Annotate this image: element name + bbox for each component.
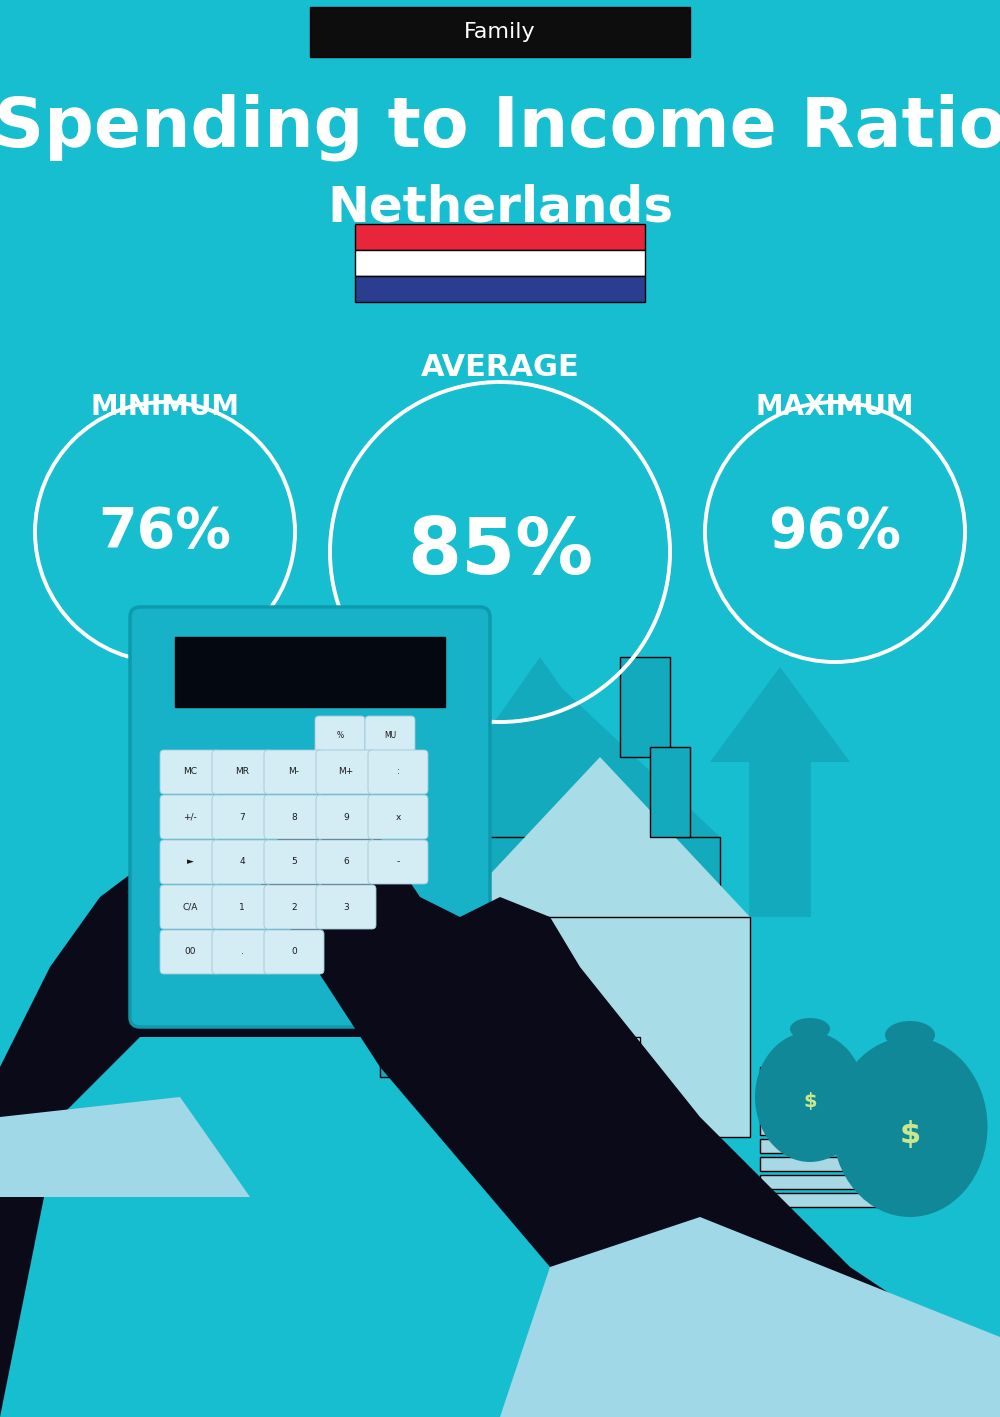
FancyBboxPatch shape — [175, 638, 445, 707]
FancyBboxPatch shape — [365, 716, 415, 754]
Text: x: x — [395, 812, 401, 822]
Text: 4: 4 — [239, 857, 245, 867]
Text: Netherlands: Netherlands — [327, 183, 673, 231]
Polygon shape — [460, 657, 620, 956]
Text: Family: Family — [464, 23, 536, 43]
Text: 0: 0 — [291, 948, 297, 956]
Text: 00: 00 — [184, 948, 196, 956]
FancyBboxPatch shape — [316, 750, 376, 794]
FancyBboxPatch shape — [760, 1139, 910, 1153]
FancyBboxPatch shape — [264, 840, 324, 884]
Text: 9: 9 — [343, 812, 349, 822]
Text: MU: MU — [384, 731, 396, 740]
FancyBboxPatch shape — [160, 886, 220, 930]
Text: M-: M- — [288, 768, 300, 777]
FancyBboxPatch shape — [264, 930, 324, 973]
Text: +/-: +/- — [183, 812, 197, 822]
FancyBboxPatch shape — [355, 224, 645, 249]
Text: .: . — [241, 948, 243, 956]
Polygon shape — [380, 677, 720, 837]
FancyBboxPatch shape — [310, 7, 690, 57]
FancyBboxPatch shape — [212, 930, 272, 973]
FancyBboxPatch shape — [264, 886, 324, 930]
Polygon shape — [0, 1097, 250, 1197]
Text: :: : — [397, 768, 399, 777]
FancyBboxPatch shape — [316, 840, 376, 884]
FancyBboxPatch shape — [760, 1121, 910, 1135]
Polygon shape — [250, 677, 390, 897]
Ellipse shape — [885, 1022, 935, 1049]
Text: $: $ — [899, 1121, 921, 1149]
Text: 8: 8 — [291, 812, 297, 822]
Text: $: $ — [803, 1093, 817, 1111]
Text: -: - — [396, 857, 400, 867]
Text: 6: 6 — [343, 857, 349, 867]
FancyBboxPatch shape — [212, 795, 272, 839]
FancyBboxPatch shape — [368, 795, 428, 839]
FancyBboxPatch shape — [355, 276, 645, 302]
FancyBboxPatch shape — [650, 747, 690, 837]
FancyBboxPatch shape — [160, 795, 220, 839]
Text: C/A: C/A — [182, 903, 198, 911]
FancyBboxPatch shape — [212, 886, 272, 930]
Ellipse shape — [755, 1032, 865, 1162]
Text: 5: 5 — [291, 857, 297, 867]
Polygon shape — [450, 757, 750, 917]
FancyBboxPatch shape — [316, 795, 376, 839]
Text: 3: 3 — [343, 903, 349, 911]
FancyBboxPatch shape — [264, 795, 324, 839]
FancyBboxPatch shape — [620, 657, 670, 757]
FancyBboxPatch shape — [380, 837, 720, 1077]
Polygon shape — [710, 667, 850, 917]
FancyBboxPatch shape — [130, 606, 490, 1027]
FancyBboxPatch shape — [760, 1158, 910, 1170]
FancyBboxPatch shape — [760, 1175, 910, 1189]
FancyBboxPatch shape — [368, 840, 428, 884]
FancyBboxPatch shape — [760, 1102, 910, 1117]
Text: 85%: 85% — [407, 514, 593, 589]
Text: %: % — [336, 731, 344, 740]
FancyBboxPatch shape — [315, 716, 365, 754]
Text: 76%: 76% — [98, 504, 232, 558]
Text: 7: 7 — [239, 812, 245, 822]
Polygon shape — [500, 1217, 1000, 1417]
Text: MAXIMUM: MAXIMUM — [756, 393, 914, 421]
Text: ►: ► — [187, 857, 193, 867]
Text: AVERAGE: AVERAGE — [421, 353, 579, 381]
FancyBboxPatch shape — [160, 930, 220, 973]
Ellipse shape — [790, 1017, 830, 1040]
FancyBboxPatch shape — [264, 750, 324, 794]
Polygon shape — [0, 818, 480, 1417]
Text: 2: 2 — [291, 903, 297, 911]
Text: 1: 1 — [239, 903, 245, 911]
FancyBboxPatch shape — [760, 1067, 910, 1081]
FancyBboxPatch shape — [450, 917, 750, 1136]
Text: MINIMUM: MINIMUM — [90, 393, 240, 421]
Text: 96%: 96% — [768, 504, 902, 558]
FancyBboxPatch shape — [760, 1085, 910, 1100]
FancyBboxPatch shape — [160, 840, 220, 884]
FancyBboxPatch shape — [520, 1037, 575, 1136]
FancyBboxPatch shape — [760, 1193, 910, 1207]
FancyBboxPatch shape — [212, 840, 272, 884]
FancyBboxPatch shape — [316, 886, 376, 930]
Text: MC: MC — [183, 768, 197, 777]
FancyBboxPatch shape — [160, 750, 220, 794]
FancyBboxPatch shape — [355, 249, 645, 276]
Text: M+: M+ — [338, 768, 354, 777]
Polygon shape — [250, 796, 1000, 1417]
Text: Spending to Income Ratio: Spending to Income Ratio — [0, 94, 1000, 160]
FancyBboxPatch shape — [212, 750, 272, 794]
FancyBboxPatch shape — [368, 750, 428, 794]
Ellipse shape — [832, 1037, 988, 1217]
Text: MR: MR — [235, 768, 249, 777]
FancyBboxPatch shape — [585, 1037, 640, 1136]
